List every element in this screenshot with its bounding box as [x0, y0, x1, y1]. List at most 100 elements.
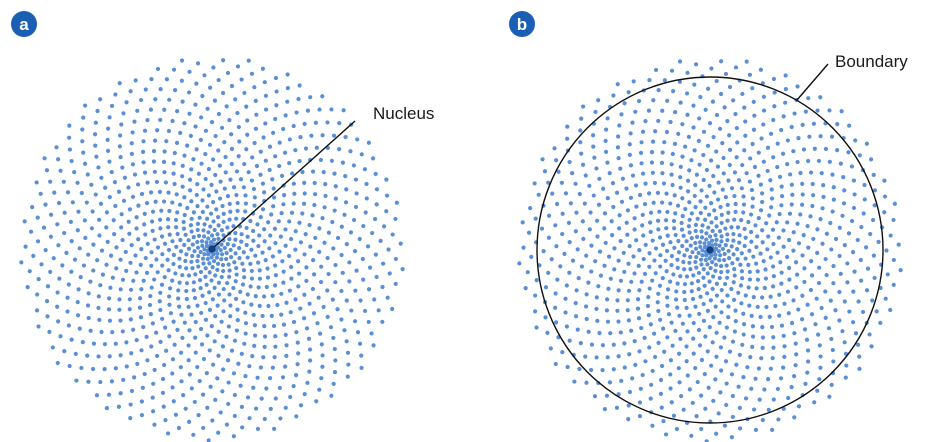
electron-dot — [786, 395, 791, 401]
electron-dot — [857, 354, 862, 359]
electron-dot — [823, 289, 828, 294]
electron-dot — [256, 260, 261, 265]
electron-dot — [760, 335, 766, 340]
electron-dot — [872, 188, 878, 193]
electron-dot — [637, 400, 643, 405]
electron-dot — [637, 288, 642, 293]
electron-dot — [805, 348, 811, 353]
electron-dot — [209, 120, 215, 125]
electron-dot — [229, 161, 234, 167]
electron-dot — [851, 178, 857, 183]
electron-dot — [622, 269, 627, 275]
electron-dot — [739, 269, 745, 274]
electron-dot — [235, 208, 240, 214]
electron-dot — [181, 226, 187, 231]
electron-dot — [35, 292, 40, 297]
electron-dot — [777, 313, 782, 318]
electron-dot — [739, 186, 744, 191]
electron-dot — [231, 243, 236, 248]
electron-dot — [185, 143, 190, 148]
electron-dot — [116, 189, 122, 194]
electron-dot — [242, 341, 247, 346]
electron-dot — [868, 157, 874, 162]
electron-dot — [782, 354, 787, 359]
electron-dot — [743, 396, 749, 401]
electron-dot — [251, 312, 256, 317]
electron-dot — [725, 275, 730, 280]
electron-dot — [348, 149, 353, 154]
electron-dot — [229, 83, 235, 89]
electron-dot — [105, 239, 110, 244]
electron-dot — [96, 294, 101, 299]
electron-dot — [243, 193, 248, 198]
electron-dot — [145, 180, 150, 185]
electron-dot — [724, 402, 729, 408]
electron-dot — [688, 243, 693, 248]
electron-dot — [817, 265, 822, 270]
panel-a-label: a — [19, 15, 29, 34]
electron-dot — [111, 218, 116, 223]
electron-dot — [799, 317, 805, 322]
electron-dot — [819, 305, 824, 311]
electron-dot — [129, 151, 134, 156]
electron-dot — [830, 209, 835, 214]
electron-dot — [187, 69, 192, 74]
electron-dot — [354, 191, 359, 196]
electron-dot — [352, 249, 358, 254]
electron-dot — [322, 205, 327, 210]
electron-dot — [325, 314, 330, 319]
electron-dot — [731, 297, 737, 302]
electron-dot — [647, 220, 653, 225]
electron-dot — [179, 312, 184, 317]
electron-dot — [682, 253, 687, 258]
electron-dot — [637, 248, 642, 253]
electron-dot — [91, 268, 96, 273]
electron-dot — [719, 234, 724, 239]
electron-dot — [600, 367, 605, 373]
electron-dot — [191, 235, 196, 240]
electron-dot — [749, 313, 754, 318]
electron-dot — [309, 133, 314, 138]
electron-dot — [141, 160, 146, 165]
electron-dot — [144, 334, 149, 339]
electron-dot — [533, 309, 538, 314]
electron-dot — [174, 244, 179, 249]
electron-dot — [319, 264, 324, 269]
electron-dot — [803, 381, 808, 386]
electron-dot — [675, 203, 681, 208]
electron-dot — [78, 275, 83, 280]
electron-dot — [617, 226, 622, 231]
electron-dot — [717, 258, 722, 263]
electron-cloud-a — [19, 58, 405, 442]
electron-dot — [756, 366, 761, 371]
electron-dot — [608, 331, 613, 336]
electron-dot — [174, 225, 179, 230]
electron-dot — [539, 226, 545, 231]
electron-dot — [552, 146, 557, 151]
electron-dot — [761, 259, 766, 264]
electron-dot — [191, 210, 196, 215]
electron-dot — [135, 182, 141, 187]
electron-dot — [285, 72, 290, 77]
electron-dot — [721, 171, 726, 176]
electron-dot — [660, 276, 665, 281]
electron-dot — [342, 328, 347, 333]
electron-dot — [758, 251, 763, 256]
electron-dot — [118, 155, 123, 160]
electron-dot — [615, 82, 620, 87]
electron-dot — [533, 216, 538, 221]
electron-dot — [310, 213, 315, 218]
electron-dot — [271, 195, 277, 200]
electron-dot — [735, 247, 740, 252]
electron-dot — [307, 222, 312, 228]
electron-dot — [118, 353, 123, 358]
electron-dot — [739, 301, 744, 306]
electron-dot — [229, 255, 234, 260]
panel-a-badge: a — [11, 11, 37, 37]
electron-dot — [208, 211, 214, 216]
electron-dot — [277, 140, 282, 145]
electron-dot — [252, 333, 258, 338]
electron-dot — [280, 259, 285, 264]
electron-dot — [683, 206, 688, 212]
electron-dot — [200, 198, 205, 203]
